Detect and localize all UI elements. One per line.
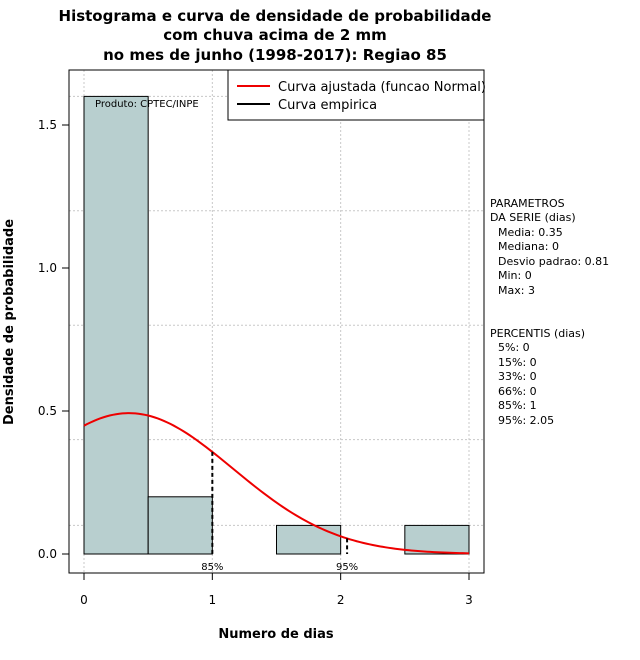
chart-title-line-2: com chuva acima de 2 mm bbox=[163, 26, 387, 44]
percentile-5: 5%: 0 bbox=[498, 341, 530, 354]
percentile-marker-label-1: 95% bbox=[336, 562, 358, 573]
x-tick-label: 0 bbox=[80, 593, 88, 607]
histogram-bar-3 bbox=[276, 524, 342, 555]
percentile-66: 66%: 0 bbox=[498, 385, 537, 398]
x-axis-title: Numero de dias bbox=[218, 627, 334, 642]
chart-title-line-1: Histograma e curva de densidade de proba… bbox=[59, 7, 492, 25]
param-desvio: Desvio padrao: 0.81 bbox=[498, 255, 609, 268]
series-parameters-panel: PARAMETROS DA SERIE (dias) Media: 0.35 M… bbox=[490, 197, 609, 297]
params-title-1: PARAMETROS bbox=[490, 197, 565, 210]
histogram-bar-5 bbox=[404, 524, 470, 555]
percentiles-panel: PERCENTIS (dias) 5%: 0 15%: 0 33%: 0 66%… bbox=[490, 327, 585, 427]
param-mediana: Mediana: 0 bbox=[498, 240, 559, 253]
legend-label-empirical: Curva empirica bbox=[278, 98, 377, 113]
histogram-bar-1 bbox=[147, 496, 213, 555]
x-tick-label: 3 bbox=[465, 593, 473, 607]
param-max: Max: 3 bbox=[498, 284, 535, 297]
y-axis-title: Densidade de probabilidade bbox=[2, 219, 17, 425]
y-tick-label: 1.0 bbox=[38, 261, 57, 275]
percentile-33: 33%: 0 bbox=[498, 370, 537, 383]
chart-title-line-3: no mes de junho (1998-2017): Regiao 85 bbox=[103, 46, 447, 64]
legend-label-fitted: Curva ajustada (funcao Normal) bbox=[278, 80, 486, 95]
percentis-title: PERCENTIS (dias) bbox=[490, 327, 585, 340]
marker-layer: 85% 95% bbox=[201, 451, 358, 573]
y-tick-label: 0.0 bbox=[38, 547, 57, 561]
bar-layer bbox=[83, 95, 470, 555]
curve-layer bbox=[83, 412, 470, 555]
histogram-bar-0 bbox=[83, 95, 149, 555]
y-tick-label: 1.5 bbox=[38, 118, 57, 132]
legend: Curva ajustada (funcao Normal) Curva emp… bbox=[227, 69, 486, 121]
x-tick-label: 1 bbox=[209, 593, 217, 607]
params-title-2: DA SERIE (dias) bbox=[490, 211, 576, 224]
percentile-15: 15%: 0 bbox=[498, 356, 537, 369]
y-tick-label: 0.5 bbox=[38, 404, 57, 418]
percentile-marker-label-0: 85% bbox=[201, 562, 223, 573]
percentile-85: 85%: 1 bbox=[498, 399, 537, 412]
param-media: Media: 0.35 bbox=[498, 226, 563, 239]
normal-fit-curve bbox=[83, 412, 470, 555]
legend-box bbox=[227, 69, 485, 121]
axis-layer: 0 1 2 3 0.0 0.5 1.0 1.5 bbox=[38, 118, 473, 607]
percentile-95: 95%: 2.05 bbox=[498, 414, 554, 427]
product-label: Produto: CPTEC/INPE bbox=[95, 99, 199, 110]
param-min: Min: 0 bbox=[498, 269, 532, 282]
x-tick-label: 2 bbox=[337, 593, 345, 607]
